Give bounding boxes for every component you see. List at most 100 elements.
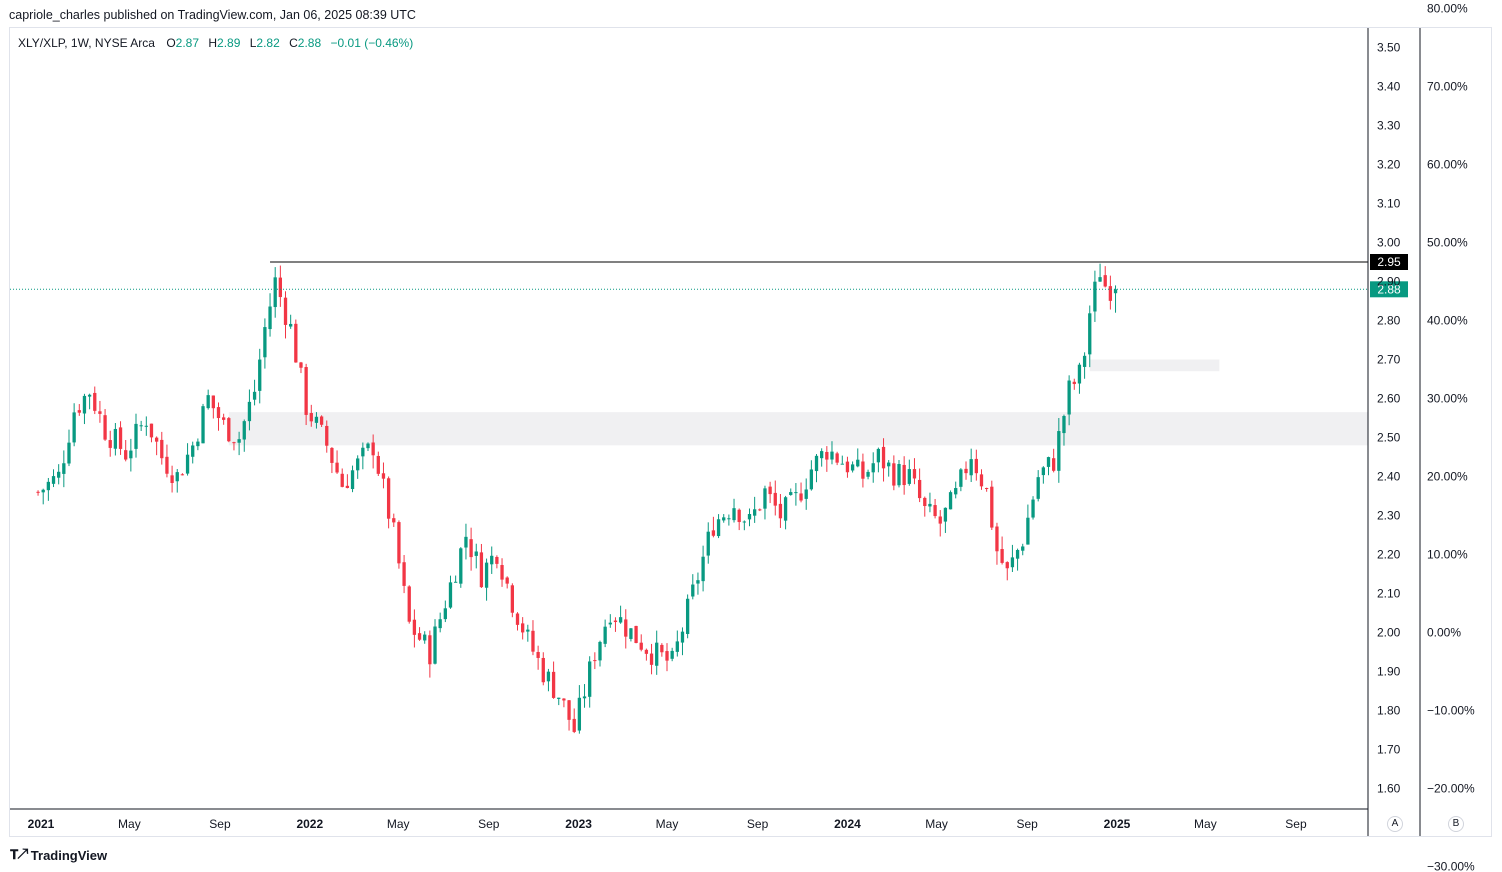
percent-tick-label: 60.00%	[1427, 158, 1468, 172]
candle-up	[603, 626, 607, 644]
percent-tick-label: 50.00%	[1427, 236, 1468, 250]
candle-down	[216, 407, 221, 419]
candle-up	[139, 425, 143, 427]
candle-up	[582, 696, 587, 699]
candle-up	[237, 439, 241, 443]
candle-up	[753, 509, 757, 516]
candle-up	[1036, 477, 1040, 499]
candle-up	[897, 464, 901, 486]
candle-down	[521, 623, 525, 633]
auto-scale-button[interactable]: A	[1387, 816, 1403, 832]
candle-up	[907, 469, 911, 484]
candle-down	[371, 442, 375, 456]
candle-up	[655, 642, 659, 666]
candle-up	[954, 488, 958, 495]
candle-up	[887, 462, 891, 467]
candle-down	[933, 505, 937, 517]
candle-down	[567, 700, 571, 720]
candle-down	[118, 427, 123, 449]
candle-down	[974, 458, 978, 474]
candle-up	[747, 514, 752, 520]
candle-up	[268, 306, 272, 330]
candle-up	[438, 619, 442, 629]
tradingview-logo-icon: 𝐓↗	[10, 847, 28, 862]
percent-tick-label: 0.00%	[1427, 626, 1461, 640]
price-tick-label: 3.50	[1377, 41, 1401, 55]
candle-down	[825, 451, 829, 460]
candle-down	[392, 518, 396, 523]
time-tick-label: 2021	[28, 817, 55, 831]
price-tick-label: 3.10	[1377, 197, 1401, 211]
candle-up	[959, 469, 963, 487]
candle-up	[804, 489, 808, 499]
candle-down	[345, 485, 350, 488]
candle-down	[799, 493, 803, 501]
candle-down	[572, 718, 576, 732]
candle-up	[577, 697, 582, 731]
candle-down	[1072, 381, 1076, 385]
candle-down	[149, 423, 154, 438]
resistance-price-label: 2.95	[1377, 255, 1401, 269]
candle-up	[263, 327, 267, 358]
candle-down	[902, 464, 906, 486]
candle-up	[490, 555, 494, 565]
candle-up	[706, 531, 710, 556]
candle-up	[366, 443, 370, 449]
zones	[228, 359, 1369, 446]
price-tick-label: 2.40	[1377, 470, 1401, 484]
candle-up	[598, 641, 602, 661]
candle-up	[350, 470, 355, 490]
candle-down	[407, 586, 411, 622]
candle-up	[830, 451, 834, 460]
candle-up	[783, 497, 788, 521]
candle-down	[278, 277, 283, 298]
candle-up	[928, 503, 932, 507]
candle-up	[46, 481, 51, 491]
time-tick-label: Sep	[1285, 817, 1307, 831]
candle-down	[397, 522, 401, 564]
axes: 3.50 3.40 3.30 3.20 3.10 3.00 2.90 2.80 2.70 2.60…	[10, 2, 1475, 872]
tradingview-logo[interactable]: 𝐓↗ TradingView	[10, 847, 107, 863]
candle-down	[912, 469, 917, 479]
percent-scale-button[interactable]: B	[1448, 816, 1464, 832]
candle-up	[1041, 467, 1046, 476]
candle-down	[325, 425, 329, 446]
candle-down	[758, 509, 762, 511]
candle-up	[948, 492, 953, 510]
candle-down	[644, 649, 649, 654]
candle-down	[835, 453, 839, 463]
candle-up	[62, 463, 66, 474]
candle-down	[319, 416, 324, 425]
candle-down	[984, 488, 989, 490]
candle-up	[82, 395, 87, 414]
candle-up	[840, 463, 844, 465]
price-tick-label: 3.40	[1377, 80, 1401, 94]
candle-up	[252, 391, 257, 400]
candle-up	[608, 622, 612, 625]
candle-up	[196, 441, 200, 447]
time-tick-label: Sep	[1016, 817, 1038, 831]
time-tick-label: 2024	[834, 817, 861, 831]
candle-up	[969, 459, 973, 476]
candle-up	[51, 476, 56, 484]
candle-down	[1005, 562, 1009, 569]
candle-down	[160, 439, 164, 459]
candle-up	[716, 519, 721, 537]
candle-up	[273, 277, 277, 308]
candle-up	[423, 634, 427, 641]
candle-up	[871, 463, 875, 473]
candle-down	[1052, 458, 1056, 471]
candle-up	[691, 584, 695, 597]
candle-down	[562, 698, 566, 701]
candle-up	[1046, 457, 1051, 467]
time-tick-label: May	[656, 817, 679, 831]
candle-down	[1000, 549, 1004, 563]
candle-down	[381, 473, 386, 479]
legend-low-label: L	[249, 36, 257, 50]
candle-down	[108, 440, 112, 448]
candle-up	[618, 617, 623, 623]
candle-down	[923, 497, 927, 507]
price-tick-label: 3.00	[1377, 236, 1401, 250]
percent-tick-label: 70.00%	[1427, 80, 1468, 94]
